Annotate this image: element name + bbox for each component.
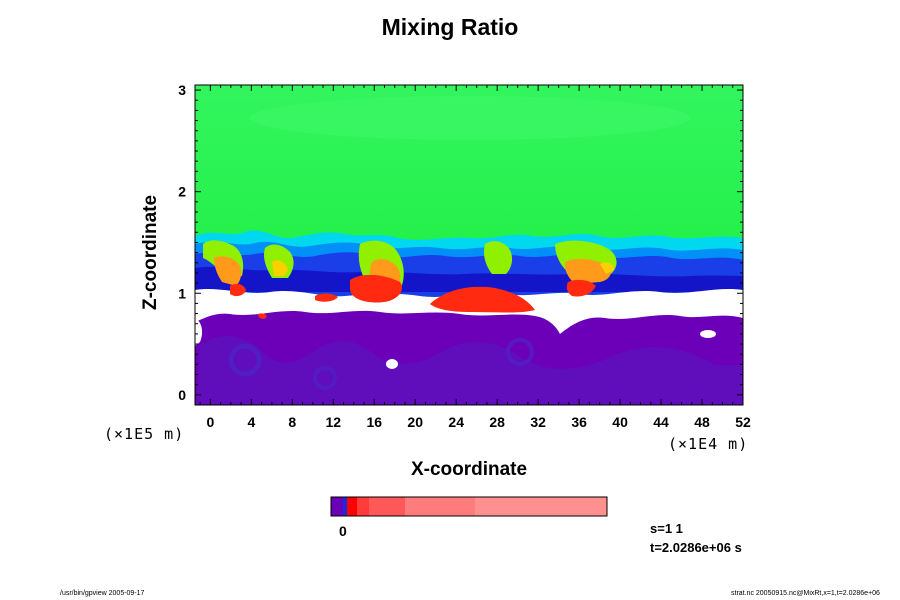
x-tick-label: 44	[653, 414, 669, 430]
axis-ticks	[195, 85, 744, 405]
x-tick-label: 52	[735, 414, 751, 430]
field-white-blob-1	[386, 359, 398, 369]
chart-title: Mixing Ratio	[381, 14, 519, 40]
field-white-left-edge	[195, 318, 203, 346]
x-tick-label: 48	[694, 414, 710, 430]
x-axis-label: X-coordinate	[410, 459, 528, 480]
field-dark-blue-band	[195, 266, 743, 292]
field-plumes	[203, 240, 617, 292]
plot-frame	[194, 84, 744, 406]
x-axis-exponent: (×1E4 m)	[668, 435, 749, 453]
field-swirl-1	[228, 343, 262, 377]
field-swirl-2	[506, 338, 534, 366]
x-tick-label: 4	[247, 414, 255, 430]
x-tick-label: 36	[571, 414, 587, 430]
y-tick-label: 2	[178, 184, 186, 200]
x-tick-label: 40	[612, 414, 628, 430]
x-tick-label: 28	[489, 414, 505, 430]
mixing-ratio-field	[195, 85, 743, 405]
colorbar	[330, 496, 608, 517]
field-white-blob-2	[700, 330, 716, 338]
colorbar-segment	[369, 497, 405, 516]
footer-left: /usr/bin/gpview 2005-09-17	[60, 590, 145, 597]
colorbar-segment	[405, 497, 475, 516]
x-tick-label: 16	[366, 414, 382, 430]
field-red-patches	[230, 274, 596, 319]
colorbar-segment	[475, 497, 607, 516]
field-light-green-patch	[250, 96, 690, 140]
y-tick-label: 1	[178, 285, 186, 301]
y-axis-exponent: (×1E5 m)	[104, 425, 185, 443]
x-tick-label: 0	[206, 414, 214, 430]
step-annotation: s=1 1	[650, 521, 683, 536]
y-axis-label: Z-coordinate	[140, 194, 161, 310]
x-tick-label: 8	[288, 414, 296, 430]
colorbar-segment	[347, 497, 357, 516]
footer-right: strat.nc 20050915.nc@MixRt,x=1,t=2.0286e…	[731, 590, 880, 597]
time-annotation: t=2.0286e+06 s	[650, 540, 742, 555]
x-tick-label: 32	[530, 414, 546, 430]
colorbar-frame	[330, 496, 608, 517]
y-tick-label: 0	[178, 387, 186, 403]
colorbar-segment	[331, 497, 343, 516]
colorbar-segment	[343, 497, 347, 516]
x-tick-label: 12	[325, 414, 341, 430]
field-violet-swirls	[197, 336, 743, 405]
x-tick-label: 24	[448, 414, 464, 430]
colorbar-label: 0	[339, 523, 347, 539]
x-tick-label: 20	[407, 414, 423, 430]
y-tick-label: 3	[178, 82, 186, 98]
field-swirl-3	[313, 366, 337, 390]
colorbar-segment	[357, 497, 369, 516]
